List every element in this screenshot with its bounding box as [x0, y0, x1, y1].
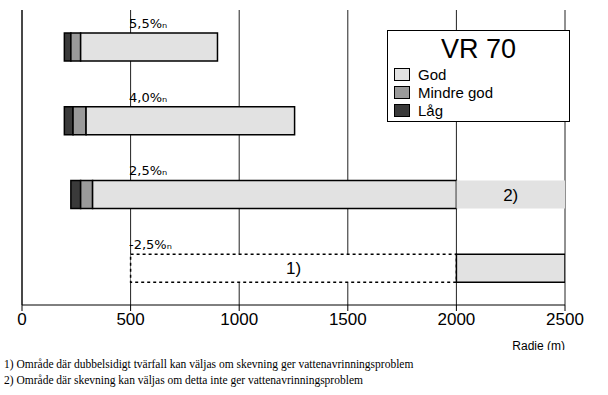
svg-text:2,5%ₙ: 2,5%ₙ [129, 163, 167, 178]
svg-text:500: 500 [116, 310, 144, 329]
html-text:VR 70: VR 70 [441, 34, 516, 64]
svg-text:1): 1) [286, 259, 301, 278]
svg-text:2): 2) [503, 186, 518, 205]
svg-text:2000: 2000 [437, 310, 475, 329]
svg-text:1500: 1500 [329, 310, 367, 329]
svg-text:-2,5%ₙ: -2,5%ₙ [129, 237, 172, 252]
svg-text:4,0%ₙ: 4,0%ₙ [129, 90, 167, 105]
html-text:2) Område där skevning kan väl: 2) Område där skevning kan väljas om det… [4, 374, 363, 386]
html-text:God: God [418, 65, 447, 83]
html-text:1) Område där dubbelsidigt tvä: 1) Område där dubbelsidigt tvärfall kan … [4, 358, 414, 370]
svg-text:0: 0 [17, 310, 26, 329]
html-text:Mindre god: Mindre god [418, 83, 493, 101]
svg-text:2500: 2500 [546, 310, 584, 329]
svg-text:1000: 1000 [220, 310, 258, 329]
svg-text:Radie (m): Radie (m) [512, 339, 565, 350]
svg-text:5,5%ₙ: 5,5%ₙ [129, 16, 167, 31]
html-text:Låg: Låg [418, 101, 443, 119]
